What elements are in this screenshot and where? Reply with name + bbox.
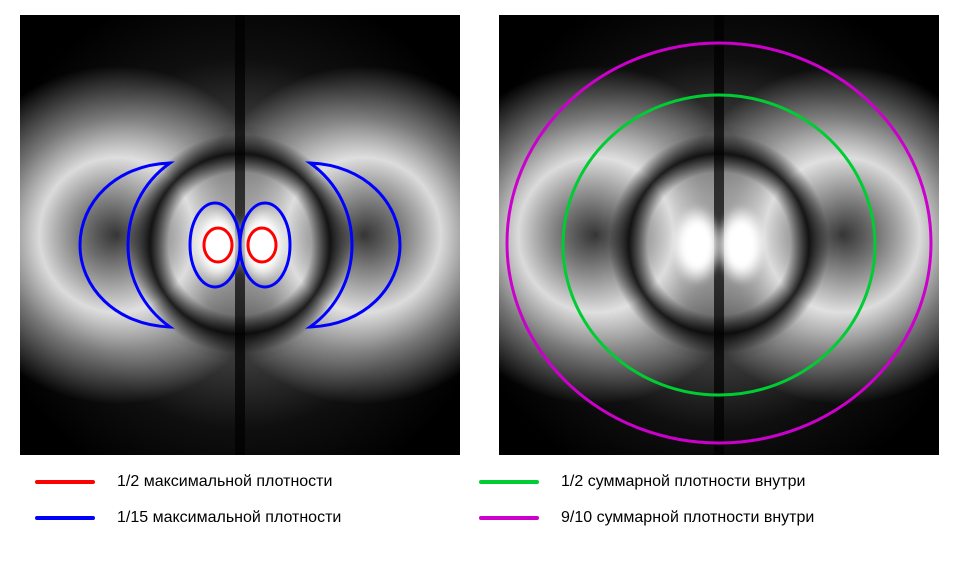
legend-row-2: 1/15 максимальной плотности 9/10 суммарн… bbox=[0, 509, 958, 527]
legend-item-half-max: 1/2 максимальной плотности bbox=[35, 473, 479, 491]
legend-swatch bbox=[479, 516, 539, 520]
orbital-density-texture bbox=[499, 15, 939, 455]
legend-label: 1/15 максимальной плотности bbox=[117, 509, 341, 527]
figure-container: 1/2 максимальной плотности 1/2 суммарной… bbox=[0, 0, 958, 561]
left-panel bbox=[20, 15, 460, 455]
right-panel bbox=[499, 15, 939, 455]
left-panel-svg bbox=[20, 15, 460, 455]
legend-label: 9/10 суммарной плотности внутри bbox=[561, 509, 814, 527]
legend-label: 1/2 максимальной плотности bbox=[117, 473, 332, 491]
legend-row-1: 1/2 максимальной плотности 1/2 суммарной… bbox=[0, 473, 958, 491]
legend-label: 1/2 суммарной плотности внутри bbox=[561, 473, 805, 491]
right-panel-svg bbox=[499, 15, 939, 455]
legend-item-ninety-pct-cumulative: 9/10 суммарной плотности внутри bbox=[479, 509, 923, 527]
legend-swatch bbox=[35, 480, 95, 484]
legend-swatch bbox=[479, 480, 539, 484]
panels-row bbox=[0, 0, 958, 455]
legend-item-half-cumulative: 1/2 суммарной плотности внутри bbox=[479, 473, 923, 491]
legend-swatch bbox=[35, 516, 95, 520]
legend-item-fifteenth-max: 1/15 максимальной плотности bbox=[35, 509, 479, 527]
